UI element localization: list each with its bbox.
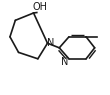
Text: N: N (61, 57, 68, 67)
Text: N: N (47, 38, 54, 48)
Text: OH: OH (32, 2, 48, 13)
